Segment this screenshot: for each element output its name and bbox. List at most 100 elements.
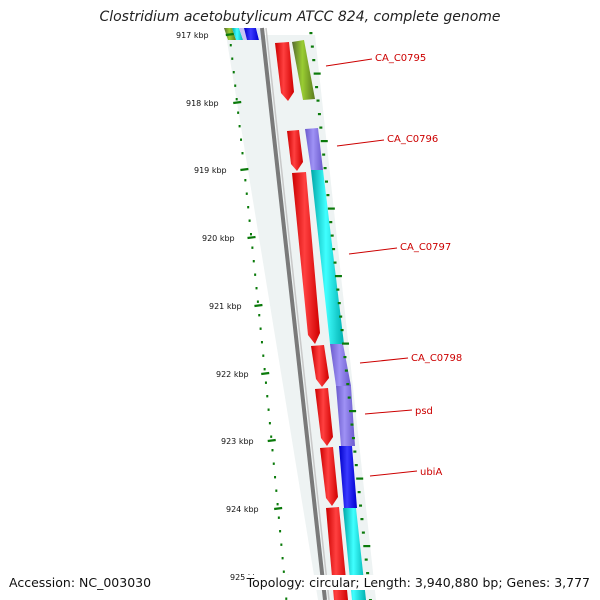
gene-label: psd — [415, 406, 433, 417]
outer-ring-dot — [325, 180, 329, 183]
gene-label: CA_C0797 — [400, 242, 451, 253]
ruler-dot — [249, 233, 252, 236]
outer-ring-dot — [323, 167, 327, 170]
outer-ring-dot — [333, 261, 337, 264]
forward-gene-3 — [292, 172, 320, 344]
ruler-dot — [279, 530, 282, 533]
leader-CA_C0795 — [325, 58, 373, 67]
outer-ring-dot — [319, 126, 323, 129]
ruler-labels: 917 kbp 918 kbp 919 kbp 920 kbp 921 kbp … — [176, 31, 263, 582]
ruler-dot — [251, 246, 254, 249]
ruler-label: 919 kbp — [194, 166, 227, 175]
ruler-label: 925 kbp — [230, 573, 263, 582]
outer-ring-dot — [344, 369, 348, 372]
backbone-inner-line — [265, 27, 330, 600]
outer-ring-dot — [329, 221, 333, 224]
outer-ring-dot — [316, 99, 320, 102]
outer-ring-dot — [359, 504, 363, 507]
summary-value: Topology: circular; Length: 3,940,880 bp… — [246, 575, 590, 590]
ruler-dot — [254, 273, 257, 276]
outer-ring-dot — [310, 45, 314, 48]
outer-ring-dot — [315, 86, 319, 89]
backbone-line — [260, 27, 327, 600]
ruler-label: 924 kbp — [226, 505, 259, 514]
olive-gene-CA_C0795 — [292, 40, 315, 100]
ruler-dot — [282, 570, 285, 573]
ruler-tick — [233, 100, 242, 105]
forward-gene-1 — [275, 42, 294, 101]
outer-ring-dot — [361, 531, 365, 534]
ruler-dot — [234, 84, 237, 87]
outer-ring-dot — [320, 140, 328, 143]
ruler-label: 921 kbp — [209, 302, 242, 311]
ruler-tick — [247, 235, 256, 240]
outer-ring-dot — [353, 450, 357, 453]
ruler-label: 920 kbp — [202, 234, 235, 243]
ruler-dot — [256, 300, 259, 303]
outer-ring-dot — [337, 302, 341, 305]
forward-gene-2 — [287, 130, 303, 171]
outer-ring-dot — [360, 518, 364, 521]
outer-ring-dot — [334, 275, 342, 278]
outer-ring-dot — [357, 491, 361, 494]
ruler-dot — [232, 71, 235, 74]
gene-label-leaders — [325, 58, 418, 477]
slate-gene-CA_C0796 — [305, 128, 323, 170]
outer-ring-dot — [312, 59, 316, 62]
outer-ring-dot — [317, 113, 321, 116]
leader-CA_C0797 — [348, 247, 398, 255]
leader-ubiA — [369, 470, 418, 477]
ruler-dot — [277, 516, 280, 519]
blue-gene-ubiA — [339, 446, 357, 508]
ruler-dot — [262, 354, 265, 357]
outer-ring-dot — [326, 194, 330, 197]
ruler-dot — [260, 341, 263, 344]
outer-dotted-ring — [309, 32, 372, 600]
gene-label: CA_C0798 — [411, 353, 462, 364]
ruler-tick — [225, 32, 234, 37]
ruler-dot — [274, 476, 277, 479]
accession-text: Accession: NC_003030 — [9, 575, 152, 590]
ruler — [225, 32, 289, 600]
outer-ring-dot — [366, 572, 370, 575]
outer-ring-dot — [327, 207, 335, 210]
outer-ring-dot — [343, 356, 347, 359]
lavender-feature-top — [239, 28, 247, 40]
ruler-dot — [258, 314, 261, 317]
ruler-dot — [241, 152, 244, 155]
outer-ring-dot — [340, 329, 344, 332]
ruler-dot — [263, 368, 266, 371]
outer-ring-dot — [350, 423, 354, 426]
ruler-label: 917 kbp — [176, 31, 209, 40]
ruler-tick — [267, 438, 276, 443]
leader-CA_C0798 — [359, 357, 409, 364]
outer-ring-dot — [313, 72, 321, 75]
outer-ring-dot — [363, 545, 371, 548]
forward-gene-5 — [315, 388, 333, 446]
ruler-tick — [274, 506, 283, 511]
ruler-dot — [238, 125, 241, 128]
outer-ring-dot — [351, 437, 355, 440]
ruler-label: 918 kbp — [186, 99, 219, 108]
leader-psd — [364, 409, 413, 415]
outer-ring-dot — [330, 234, 334, 237]
ruler-dot — [264, 381, 267, 384]
ruler-dot — [244, 179, 247, 182]
ruler-dot — [275, 489, 278, 492]
cyan-feature-top — [232, 28, 243, 40]
outer-ring-dot — [309, 32, 313, 35]
outer-ring-dot — [336, 288, 340, 291]
outer-ring-dot — [347, 396, 351, 399]
outer-ring-dot — [354, 464, 358, 467]
partial-features-top — [224, 28, 263, 40]
ruler-dot — [270, 435, 273, 438]
forward-gene-4 — [311, 345, 329, 387]
ruler-dot — [285, 597, 288, 600]
ruler-dot — [281, 557, 284, 560]
ruler-dot — [280, 543, 283, 546]
leader-CA_C0796 — [336, 139, 385, 147]
ruler-dot — [255, 287, 258, 290]
ruler-tick — [240, 167, 249, 172]
outer-ring-dot — [332, 248, 336, 251]
